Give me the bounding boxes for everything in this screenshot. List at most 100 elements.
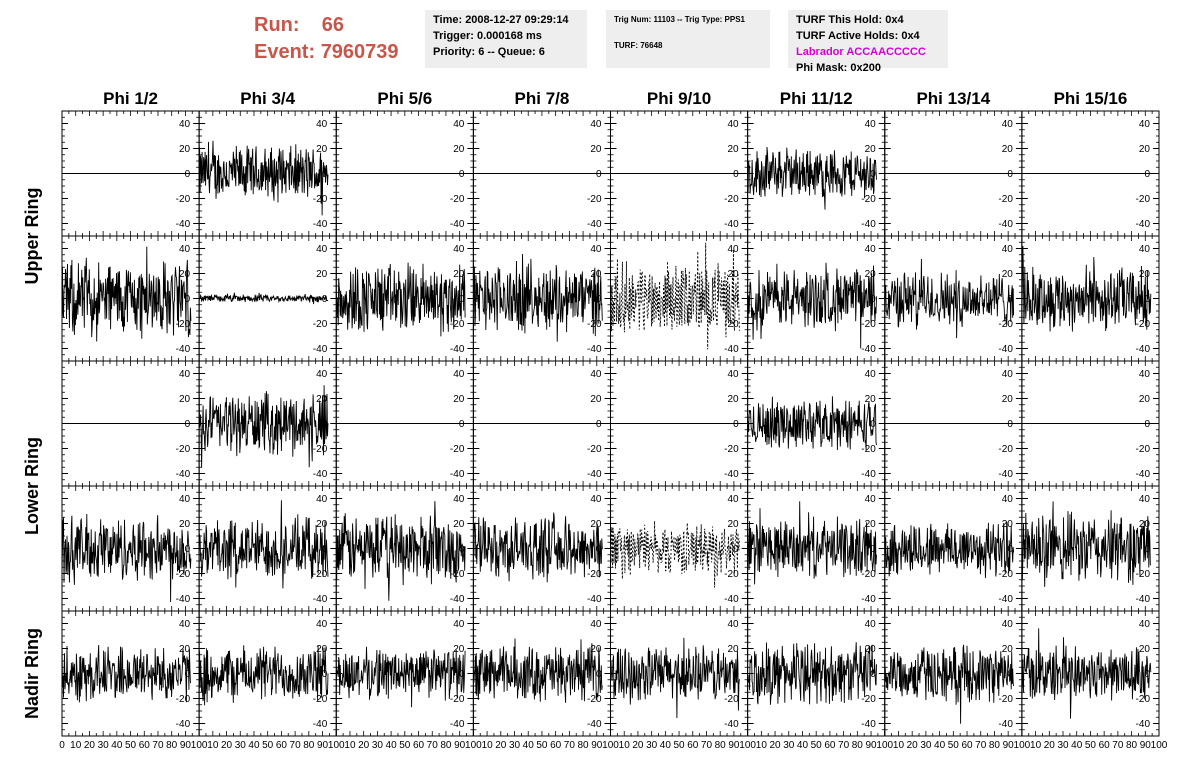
x-tick-label: 90: [180, 740, 192, 751]
y-tick-label: -20: [998, 194, 1013, 205]
x-tick-label: 10: [344, 740, 356, 751]
y-tick-label: 40: [453, 619, 465, 630]
x-tick-label: 40: [386, 740, 398, 751]
y-tick-label: 20: [453, 644, 465, 655]
x-tick-label: 100: [328, 740, 345, 751]
y-tick-label: 0: [185, 544, 191, 555]
waveform-trace: [1021, 245, 1152, 332]
y-tick-label: 20: [1139, 269, 1151, 280]
waveform-trace: [61, 513, 192, 603]
y-tick-label: 20: [453, 519, 465, 530]
x-tick-label: 50: [262, 740, 274, 751]
waveform-trace: [610, 637, 740, 719]
y-tick-label: -40: [313, 719, 328, 730]
y-tick-label: -20: [176, 569, 191, 580]
y-tick-label: -40: [998, 344, 1013, 355]
turf-info-box: TURF This Hold: 0x4 TURF Active Holds: 0…: [788, 10, 948, 74]
y-tick-label: 20: [728, 519, 740, 530]
y-tick-label: 40: [1002, 619, 1014, 630]
event-row: Event: 7960739: [254, 39, 399, 66]
x-tick-label: 50: [536, 740, 548, 751]
y-tick-label: -20: [176, 194, 191, 205]
x-tick-label: 60: [824, 740, 836, 751]
trig-num-text: Trig Num: 11103 -- Trig Type: PPS1: [614, 15, 746, 24]
y-tick-label: -20: [450, 694, 465, 705]
y-tick-label: -20: [861, 569, 876, 580]
y-tick-label: 0: [596, 169, 602, 180]
y-tick-label: 20: [453, 269, 465, 280]
y-tick-label: -40: [861, 344, 876, 355]
y-tick-label: -20: [587, 194, 602, 205]
y-tick-label: 0: [1144, 419, 1150, 430]
y-tick-label: -20: [1136, 444, 1151, 455]
y-tick-label: -40: [724, 219, 739, 230]
y-tick-label: 40: [1139, 244, 1151, 255]
y-tick-label: 0: [322, 669, 328, 680]
x-tick-label: 90: [1140, 740, 1152, 751]
y-tick-label: -40: [450, 469, 465, 480]
y-tick-label: 20: [865, 519, 877, 530]
y-tick-label: -40: [724, 344, 739, 355]
x-tick-label: 30: [646, 740, 658, 751]
y-tick-label: -20: [313, 319, 328, 330]
x-tick-label: 70: [838, 740, 850, 751]
event-label: Event:: [254, 41, 316, 63]
y-tick-label: -40: [450, 594, 465, 605]
waveform-trace: [884, 521, 1015, 579]
x-tick-label: 20: [495, 740, 507, 751]
waveform-trace: [61, 246, 192, 342]
x-tick-label: 70: [564, 740, 576, 751]
x-tick-label: 50: [1085, 740, 1097, 751]
y-tick-label: 40: [179, 494, 191, 505]
y-tick-label: 20: [179, 144, 191, 155]
y-tick-label: -40: [313, 344, 328, 355]
waveform-trace: [472, 638, 603, 703]
y-tick-label: 40: [865, 494, 877, 505]
y-tick-label: -20: [998, 694, 1013, 705]
x-tick-label: 60: [276, 740, 288, 751]
y-tick-label: 20: [865, 644, 877, 655]
y-tick-label: 20: [728, 394, 740, 405]
y-tick-label: 40: [453, 119, 465, 130]
y-tick-label: 40: [1139, 494, 1151, 505]
x-tick-label: 30: [235, 740, 247, 751]
y-tick-label: 40: [179, 369, 191, 380]
y-tick-label: 0: [185, 169, 191, 180]
y-tick-label: -20: [724, 444, 739, 455]
y-tick-label: 0: [1007, 169, 1013, 180]
y-tick-label: 20: [453, 394, 465, 405]
y-tick-label: 40: [316, 244, 328, 255]
waveform-trace: [610, 520, 740, 588]
y-tick-label: -40: [861, 594, 876, 605]
y-tick-label: -40: [587, 594, 602, 605]
y-tick-label: -20: [861, 319, 876, 330]
y-tick-label: -40: [450, 344, 465, 355]
x-tick-label: 80: [578, 740, 590, 751]
x-tick-label: 50: [811, 740, 823, 751]
x-tick-label: 10: [70, 740, 82, 751]
y-tick-label: -40: [724, 719, 739, 730]
x-tick-label: 50: [125, 740, 137, 751]
waveform-trace: [198, 385, 329, 468]
y-tick-label: 40: [316, 494, 328, 505]
x-tick-label: 30: [98, 740, 110, 751]
turf-text: TURF: 76648: [614, 41, 663, 50]
x-tick-label: 70: [290, 740, 302, 751]
y-tick-label: -20: [724, 194, 739, 205]
y-tick-label: -40: [1136, 469, 1151, 480]
x-tick-label: 50: [399, 740, 411, 751]
y-tick-label: 20: [179, 394, 191, 405]
y-tick-label: 40: [590, 119, 602, 130]
y-tick-label: -40: [176, 469, 191, 480]
waveform-trace: [610, 242, 740, 350]
y-tick-label: -40: [313, 594, 328, 605]
y-tick-label: -40: [1136, 594, 1151, 605]
y-tick-label: 40: [590, 619, 602, 630]
x-tick-label: 90: [317, 740, 329, 751]
time-text: Time: 2008-12-27 09:29:14: [433, 14, 569, 26]
y-tick-label: 20: [590, 269, 602, 280]
x-tick-label: 10: [482, 740, 494, 751]
x-tick-label: 40: [934, 740, 946, 751]
y-tick-label: 40: [865, 119, 877, 130]
y-tick-label: 40: [590, 494, 602, 505]
